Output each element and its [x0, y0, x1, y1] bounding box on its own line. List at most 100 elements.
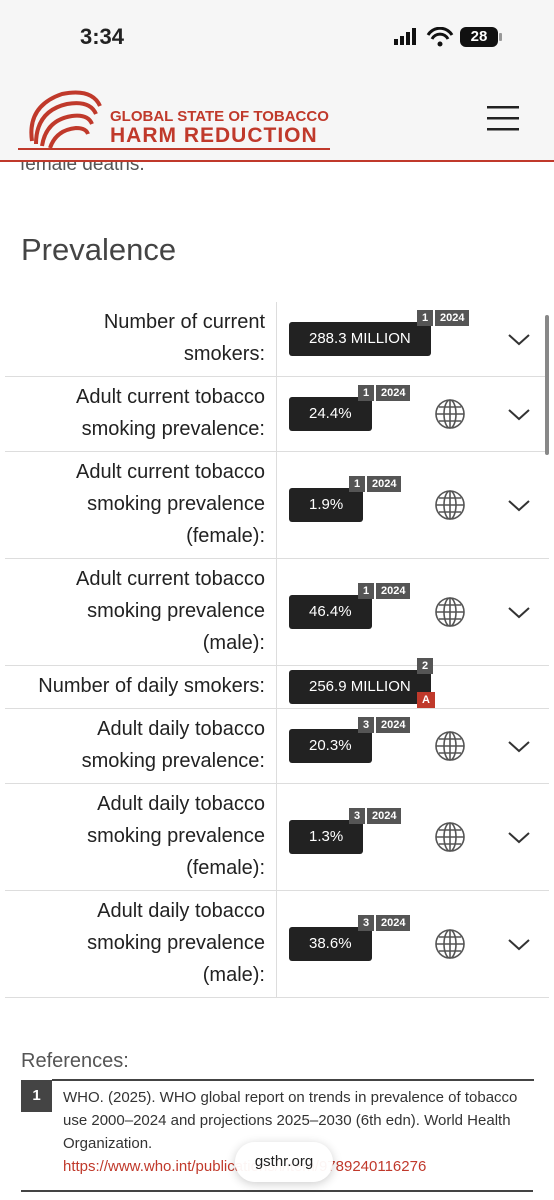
table-row[interactable]: Adult daily tobacco smoking prevalence (ma… — [5, 891, 549, 998]
next-reference — [21, 1190, 533, 1200]
expand-chevron[interactable] — [507, 600, 531, 624]
expand-chevron[interactable] — [507, 402, 531, 426]
globe-icon-svg — [435, 399, 465, 429]
year-badge: 2024 — [367, 476, 402, 492]
source-badge[interactable]: 1 — [358, 583, 375, 599]
value-box: 38.6% — [289, 927, 372, 961]
table-row[interactable]: Number of current smokers: 288.3 MILLION 1 2… — [5, 302, 549, 377]
year-badge: 2024 — [376, 915, 411, 931]
clock: 3:34 — [80, 24, 125, 49]
label-line: Adult daily tobacco — [97, 718, 265, 740]
label-line: Adult current tobacco — [76, 461, 265, 483]
row-label: Adult current tobacco smoking prevalence (… — [5, 452, 277, 558]
expand-chevron[interactable] — [507, 327, 531, 351]
expand-chevron-svg — [508, 832, 530, 844]
reference-rule — [52, 1079, 534, 1081]
globe-icon — [434, 730, 466, 762]
status-bar: 3:34 28 — [0, 0, 554, 76]
section-title: Prevalence — [21, 232, 177, 267]
year-badge: 2024 — [376, 385, 411, 401]
label-line: Adult current tobacco — [76, 386, 265, 408]
label-line: smoking prevalence — [87, 493, 265, 515]
label-line: smoking prevalence — [87, 600, 265, 622]
references-title: References: — [21, 1050, 129, 1072]
label-line: smoking prevalence — [87, 932, 265, 954]
globe-icon — [434, 398, 466, 430]
row-value: 1.3% 3 2024 — [277, 784, 549, 890]
scrollbar — [545, 315, 549, 455]
value-box: 256.9 MILLION — [289, 670, 431, 704]
label-line: (male): — [202, 632, 265, 654]
row-value: 288.3 MILLION 1 2024 — [277, 302, 549, 376]
globe-icon — [434, 821, 466, 853]
logo-line1: GLOBAL STATE OF TOBACCO — [110, 108, 329, 125]
source-badge[interactable]: 3 — [358, 717, 375, 733]
site-header: GLOBAL STATE OF TOBACCO HARM REDUCTION — [0, 76, 554, 162]
row-label: Number of daily smokers: — [5, 666, 277, 708]
year-badge: 2024 — [367, 808, 402, 824]
logo-globe — [29, 90, 102, 149]
globe-icon — [434, 489, 466, 521]
row-label: Adult daily tobacco smoking prevalence (fe… — [5, 784, 277, 890]
label-line: (female): — [186, 525, 265, 547]
grade-badge: A — [417, 692, 435, 708]
value-box: 46.4% — [289, 595, 372, 629]
row-value: 46.4% 1 2024 — [277, 559, 549, 665]
source-badge[interactable]: 2 — [417, 658, 434, 674]
url-pill[interactable]: gsthr.org — [235, 1142, 333, 1182]
reference-body: WHO. (2025). WHO global report on trends… — [63, 1086, 533, 1178]
row-label: Adult current tobacco smoking prevalence (… — [5, 559, 277, 665]
expand-chevron[interactable] — [507, 493, 531, 517]
table-row[interactable]: Adult current tobacco smoking prevalence:… — [5, 377, 549, 452]
source-badge[interactable]: 3 — [358, 915, 375, 931]
year-badge: 2024 — [435, 310, 470, 326]
table-row[interactable]: Adult daily tobacco smoking prevalence: 20… — [5, 709, 549, 784]
value-box: 1.3% — [289, 820, 364, 854]
value-box: 24.4% — [289, 397, 372, 431]
row-label: Adult daily tobacco smoking prevalence: — [5, 709, 277, 783]
globe-icon — [434, 596, 466, 628]
table-row[interactable]: Adult current tobacco smoking prevalence (… — [5, 559, 549, 666]
source-badge[interactable]: 1 — [417, 310, 434, 326]
reference-text: WHO. (2025). WHO global report on trends… — [63, 1089, 518, 1152]
source-badge[interactable]: 1 — [358, 385, 375, 401]
expand-chevron-svg — [508, 500, 530, 512]
source-badge[interactable]: 1 — [349, 476, 366, 492]
logo-line2: HARM REDUCTION — [110, 124, 318, 147]
globe-icon-svg — [435, 597, 465, 627]
label-line: smoking prevalence — [87, 825, 265, 847]
value-box: 1.9% — [289, 488, 364, 522]
label-line: smoking prevalence: — [81, 750, 265, 772]
menu-button[interactable] — [486, 104, 520, 132]
row-value: 24.4% 1 2024 — [277, 377, 549, 451]
prevalence-table: Number of current smokers: 288.3 MILLION 1 2… — [5, 302, 549, 998]
table-row[interactable]: Adult current tobacco smoking prevalence (… — [5, 452, 549, 559]
label-line: (male): — [202, 964, 265, 986]
label-line: Number of daily smokers: — [38, 675, 265, 697]
battery-level: 28 — [470, 28, 488, 45]
expand-chevron[interactable] — [507, 932, 531, 956]
expand-chevron-svg — [508, 939, 530, 951]
year-badge: 2024 — [376, 583, 411, 599]
logo-underline — [18, 148, 330, 150]
row-label: Number of current smokers: — [5, 302, 277, 376]
label-line: (female): — [186, 857, 265, 879]
label-line: smoking prevalence: — [81, 418, 265, 440]
row-value: 20.3% 3 2024 — [277, 709, 549, 783]
globe-icon-svg — [435, 490, 465, 520]
source-badge[interactable]: 3 — [349, 808, 366, 824]
table-row[interactable]: Adult daily tobacco smoking prevalence (fe… — [5, 784, 549, 891]
row-label: Adult current tobacco smoking prevalence: — [5, 377, 277, 451]
expand-chevron-svg — [508, 607, 530, 619]
label-line: Adult daily tobacco — [97, 900, 265, 922]
row-value: 1.9% 1 2024 — [277, 452, 549, 558]
value-box: 288.3 MILLION — [289, 322, 431, 356]
row-value: 38.6% 3 2024 — [277, 891, 549, 997]
reference-number: 1 — [21, 1080, 52, 1112]
expand-chevron[interactable] — [507, 825, 531, 849]
value-box: 20.3% — [289, 729, 372, 763]
expand-chevron-svg — [508, 334, 530, 346]
expand-chevron[interactable] — [507, 734, 531, 758]
globe-icon-svg — [435, 731, 465, 761]
